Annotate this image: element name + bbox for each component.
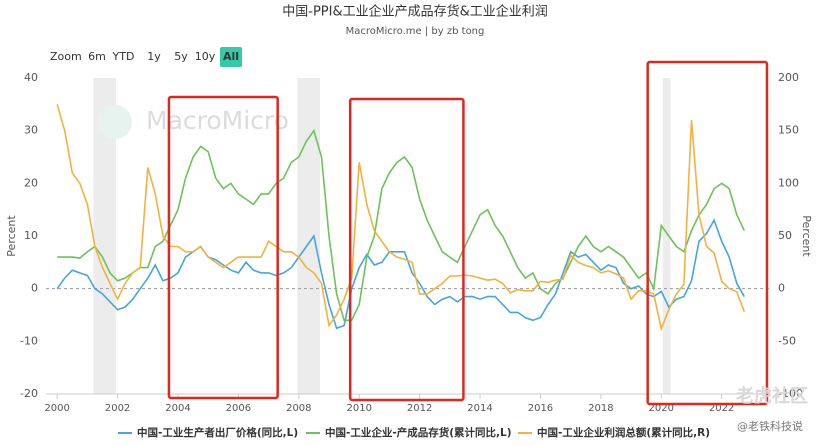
watermark: MacroMicro [146, 106, 289, 135]
highlight-box [348, 97, 465, 402]
x-tick-label: 2012 [407, 403, 432, 414]
x-tick-label: 2000 [44, 403, 69, 414]
x-tick-label: 2014 [467, 403, 492, 414]
legend-label[interactable]: 中国-工业企业-产成品存货(累计同比,L) [325, 426, 512, 439]
y2-axis-title: Percent [800, 215, 813, 257]
series-line [56, 104, 746, 332]
shaded-range [297, 78, 320, 394]
highlight-box [167, 95, 279, 400]
y-tick-label: 40 [24, 71, 38, 84]
highlight-box [646, 60, 769, 406]
range-button-label[interactable]: 1y [147, 50, 161, 63]
zoom-label: Zoom [50, 50, 82, 63]
shaded-range [93, 78, 117, 394]
range-button[interactable] [220, 47, 242, 67]
x-tick-label: 2002 [105, 403, 130, 414]
y-tick-label: 20 [24, 176, 38, 189]
watermark: @老铁科技说 [737, 419, 803, 433]
range-button-label[interactable]: YTD [112, 50, 135, 63]
x-tick-label: 2010 [346, 403, 371, 414]
series-line [56, 218, 745, 330]
y2-tick-label: 200 [778, 71, 799, 84]
y2-tick-label: -50 [778, 334, 796, 347]
x-tick-label: 2016 [528, 403, 553, 414]
x-tick-label: 2018 [588, 403, 613, 414]
y-tick-label: 10 [24, 229, 38, 242]
range-button-label[interactable]: 6m [88, 50, 106, 63]
range-button-label[interactable]: 5y [174, 50, 188, 63]
series-line [57, 128, 746, 322]
chart-title: 中国-PPI&工业企业产成品存货&工业企业利润 [282, 4, 547, 20]
y-axis-title: Percent [5, 215, 18, 257]
watermark-logo [98, 105, 132, 139]
x-tick-label: 2006 [226, 403, 251, 414]
y-tick-label: 0 [31, 282, 38, 295]
y2-tick-label: 50 [778, 229, 792, 242]
y-tick-label: -20 [20, 387, 38, 400]
y2-tick-label: 100 [778, 176, 799, 189]
y-tick-label: 30 [24, 124, 38, 137]
x-tick-label: 2020 [649, 403, 674, 414]
y2-tick-label: 150 [778, 124, 799, 137]
range-button-label[interactable]: All [223, 50, 239, 63]
legend-label[interactable]: 中国-工业企业利润总额(累计同比,R) [537, 426, 710, 439]
shaded-range [662, 78, 671, 394]
x-tick-label: 2008 [286, 403, 311, 414]
watermark: 老虎社区 [736, 385, 808, 407]
y2-tick-label: 0 [778, 282, 785, 295]
y2-tick-label: -100 [778, 387, 803, 400]
x-tick-label: 2022 [709, 403, 734, 414]
y-tick-label: -10 [20, 334, 38, 347]
chart-subtitle: MacroMicro.me | by zb tong [346, 26, 485, 37]
range-button-label[interactable]: 10y [195, 50, 216, 63]
legend-label[interactable]: 中国-工业生产者出厂价格(同比,L) [137, 426, 298, 439]
x-tick-label: 2004 [165, 403, 190, 414]
